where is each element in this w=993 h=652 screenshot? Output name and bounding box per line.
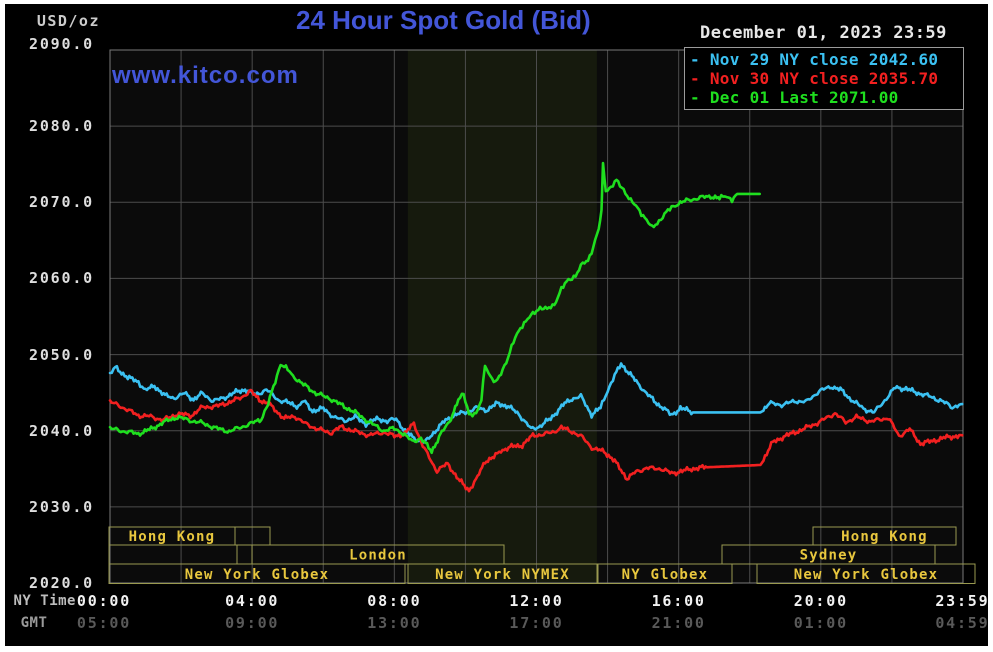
chart-timestamp: December 01, 2023 23:59 (700, 23, 947, 43)
gmt-tick-label: 05:00 (76, 614, 132, 632)
series-line-nov-30-ny-close (108, 388, 964, 493)
y-tick-label: 2080.0 (29, 117, 94, 136)
session-label: Sydney (800, 548, 858, 564)
session-box (407, 563, 598, 584)
gmt-tick-label: 21:00 (651, 614, 706, 632)
gmt-tick-label: 04:59 (935, 614, 990, 632)
nymex-session-band (407, 50, 597, 583)
session-label: New York NYMEX (435, 567, 570, 583)
y-tick-label: 2030.0 (29, 497, 94, 516)
gmt-tick-label: 13:00 (367, 614, 422, 632)
session-label: Hong Kong (841, 529, 928, 545)
y-tick-label: 2070.0 (29, 193, 94, 212)
session-label: New York Globex (794, 567, 938, 583)
series-line-dec-01-last (108, 161, 762, 455)
session-box (597, 563, 733, 584)
gmt-tick-label: 17:00 (509, 614, 564, 632)
x-tick-label: 04:00 (225, 592, 280, 610)
x-tick-label: 00:00 (76, 592, 132, 610)
x-tick-label: 23:59 (935, 592, 990, 610)
legend-box: - Nov 29 NY close 2042.60- Nov 30 NY clo… (684, 47, 964, 110)
legend-entry: - Nov 30 NY close 2035.70 (690, 69, 939, 88)
legend-entry: - Nov 29 NY close 2042.60 (690, 50, 939, 69)
units-label: USD/oz (36, 12, 100, 30)
gmt-tick-label: 01:00 (793, 614, 848, 632)
y-tick-label: 2020.0 (29, 574, 94, 592)
session-label: NY Globex (622, 567, 709, 583)
x-tick-label: 20:00 (793, 592, 848, 610)
ny-time-row-label: NY Time (13, 593, 76, 609)
session-label: Hong Kong (129, 529, 216, 545)
kitco-watermark: www.kitco.com (112, 62, 299, 89)
x-tick-label: 16:00 (651, 592, 706, 610)
gmt-tick-label: 09:00 (225, 614, 280, 632)
session-label: New York Globex (185, 567, 329, 583)
y-tick-label: 2050.0 (29, 345, 94, 364)
session-box (756, 563, 976, 584)
y-tick-label: 2060.0 (29, 269, 94, 288)
gmt-row-label: GMT (20, 615, 48, 631)
session-box (108, 563, 406, 584)
y-tick-label: 2040.0 (29, 421, 94, 440)
x-tick-label: 08:00 (367, 592, 422, 610)
session-label: London (349, 548, 407, 564)
x-tick-label: 12:00 (509, 592, 564, 610)
chart-title: 24 Hour Spot Gold (Bid) (296, 5, 591, 35)
y-tick-label: 2090.0 (29, 35, 94, 53)
legend-entry: - Dec 01 Last 2071.00 (690, 88, 899, 107)
